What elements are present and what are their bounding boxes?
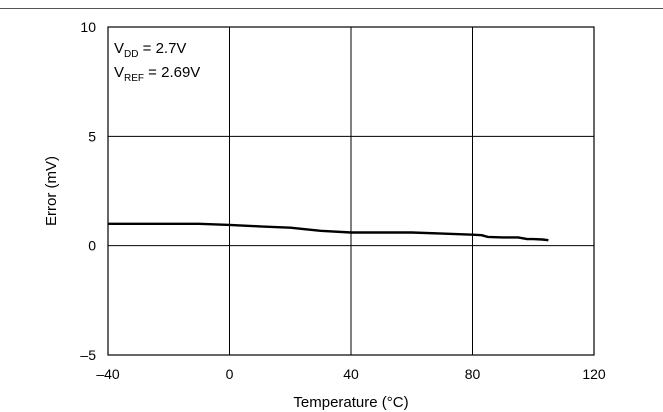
x-tick-label: 80 [465, 366, 481, 382]
annotation-vdd: VDD = 2.7V [114, 40, 186, 60]
y-axis-title: Error (mV) [43, 156, 60, 226]
y-tick-label: 5 [88, 128, 96, 144]
y-tick-label: –5 [80, 347, 96, 363]
top-rule [0, 8, 663, 9]
x-axis-title: Temperature (°C) [293, 394, 408, 411]
x-tick-label: 120 [582, 366, 606, 382]
annotation-symbol: V [114, 40, 124, 57]
x-tick-label: 40 [343, 366, 359, 382]
series-line [108, 222, 549, 242]
x-tick-label: –40 [96, 366, 120, 382]
plot-frame [107, 26, 595, 356]
x-tick-label: 0 [226, 366, 234, 382]
annotation-symbol: V [114, 64, 124, 81]
y-tick-label: 10 [80, 19, 96, 35]
annotation-subscript: DD [124, 49, 138, 60]
annotation-subscript: REF [124, 73, 144, 84]
annotation-value: = 2.7V [138, 40, 186, 57]
annotation-vref: VREF = 2.69V [114, 64, 200, 84]
y-tick-label: 0 [88, 238, 96, 254]
annotation-value: = 2.69V [144, 64, 200, 81]
